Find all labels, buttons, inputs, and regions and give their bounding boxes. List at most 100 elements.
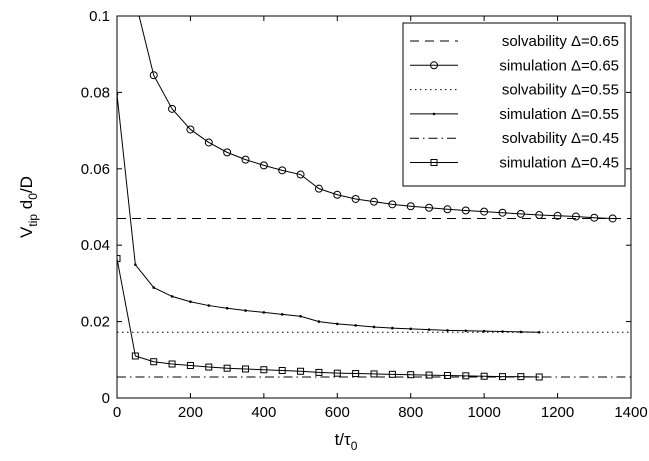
legend-label: simulation Δ=0.65 [499,57,619,74]
data-point [464,329,468,333]
y-tick-label: 0.06 [81,161,110,178]
data-point [170,295,174,298]
data-point [498,208,507,217]
series-6 [117,255,543,381]
x-tick-label: 1000 [467,404,500,421]
data-point [132,0,139,4]
y-tick-label: 0.1 [89,8,110,25]
data-point [482,329,486,333]
data-point [207,304,211,307]
data-point [388,200,397,209]
data-point [335,322,339,326]
y-tick-label: 0.04 [81,237,110,254]
data-point [317,320,321,323]
data-point [149,71,158,80]
axes-layer: 0 200 400 600 800 1000 1200 1400 0 0.02 0.04 0.06 0.… [81,8,648,421]
data-point [553,211,562,220]
data-point [280,313,284,316]
data-point [516,209,525,218]
data-point [262,311,266,314]
data-point [189,300,192,304]
data-point [462,372,470,380]
data-point [278,166,287,175]
legend-item: solvability Δ=0.55 [410,82,619,99]
data-point [204,138,213,147]
data-point [501,330,504,333]
legend-marker [432,112,436,116]
x-tick-label: 1400 [614,404,647,421]
data-point [297,367,305,375]
data-point [372,325,376,329]
legend-marker [430,61,438,70]
data-point [517,373,525,381]
series-4 [117,93,541,334]
data-point [260,366,268,374]
data-point [314,184,323,193]
data-point [278,366,286,374]
data-point [168,104,177,113]
data-point [242,365,249,373]
series-layer [117,0,631,381]
legend-label: solvability Δ=0.45 [502,130,619,147]
x-tick-label: 400 [251,404,276,421]
data-point [461,206,470,215]
data-point [223,364,231,372]
data-point [409,327,413,331]
data-point [117,255,121,263]
data-point [443,205,452,214]
data-point [259,161,268,170]
data-point [480,372,488,380]
data-point [354,324,357,327]
data-point [152,286,156,289]
series-line [117,94,540,333]
y-tick-label: 0 [102,390,110,407]
y-tick-label: 0.02 [81,314,110,331]
legend-label: simulation Δ=0.45 [499,155,619,172]
data-point [407,371,415,379]
data-point [333,190,342,199]
data-point [186,362,194,370]
x-tick-label: 800 [398,404,423,421]
legend-label: solvability Δ=0.55 [502,82,619,99]
x-axis-label: t/τ0 [335,430,358,453]
data-point [537,330,541,334]
legend: solvability Δ=0.65 simulation Δ=0.65 solva… [402,22,626,187]
data-point [370,370,378,378]
data-point [134,263,137,266]
data-point [186,125,195,134]
data-point [425,371,433,379]
data-point [443,371,451,379]
x-tick-label: 0 [113,404,121,421]
data-point [608,214,617,223]
legend-label: solvability Δ=0.65 [502,33,619,50]
data-point [480,207,489,216]
data-point [446,329,449,332]
data-point [590,213,599,222]
data-point [299,314,302,318]
data-point [535,373,543,381]
x-tick-label: 1200 [541,404,574,421]
legend-box [402,22,626,187]
data-point [391,326,394,330]
data-point [168,360,176,368]
legend-item: solvability Δ=0.65 [410,33,619,50]
legend-item: simulation Δ=0.55 [410,106,619,123]
legend-item: solvability Δ=0.45 [410,130,619,147]
data-point [571,212,580,221]
series-2 [132,0,617,223]
series-line [138,16,613,219]
x-tick-label: 600 [325,404,350,421]
legend-label: simulation Δ=0.55 [499,106,619,123]
data-point [352,370,360,378]
data-point [427,328,431,331]
data-point [406,202,415,211]
data-point [296,170,305,179]
y-tick-label: 0.08 [81,84,110,101]
data-point [519,330,523,334]
data-point [370,197,378,206]
data-point [351,194,360,203]
data-point [131,352,139,360]
data-point [315,368,323,376]
data-point [205,363,213,371]
